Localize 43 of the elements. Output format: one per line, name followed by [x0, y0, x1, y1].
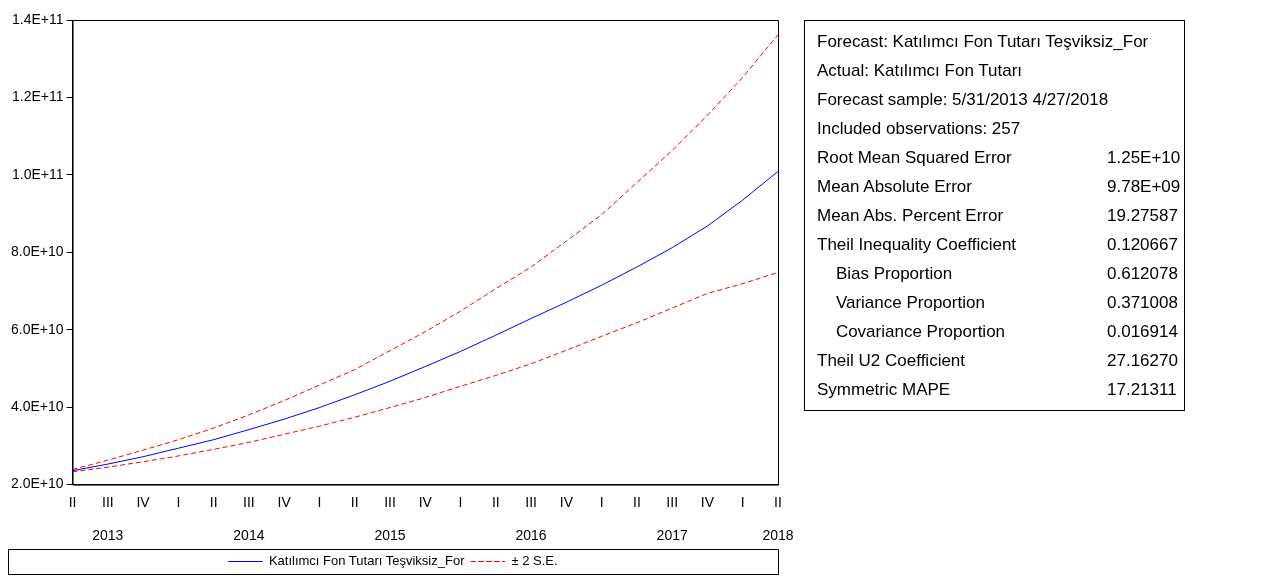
y-tick-label: 6.0E+10 [10, 320, 64, 337]
text: Forecast: Katılımcı Fon Tutarı Teşviksiz_For [817, 31, 1149, 53]
category-label: III 2016 [515, 493, 547, 544]
legend-label: ± 2 S.E. [511, 553, 558, 569]
x-tick-label: IV [700, 493, 715, 510]
y-tick-label: 1.0E+11 [12, 165, 64, 182]
text: Theil U2 Coefficient 27.16270 [817, 351, 1178, 370]
x-tick-label: II [491, 493, 500, 510]
x-tick-label: IV [277, 493, 292, 510]
y-tick-label: 4.0E+10 [10, 398, 64, 415]
x-tick-label: IV [136, 493, 151, 510]
text: Actual: Katılımcı Fon Tutarı [817, 60, 1023, 82]
category-label: III 2014 [233, 493, 265, 544]
x-tick-label: I [317, 493, 322, 510]
x-tick-label: IV [418, 493, 433, 510]
x-tick-label: II [209, 493, 218, 510]
x-tick-label: II [350, 493, 359, 510]
text: Covariance Proportion 0.016914 [835, 322, 1178, 341]
x-tick-label: II [68, 493, 77, 510]
category-label: II 2018 [762, 493, 794, 544]
x-tick-label: II [633, 493, 641, 510]
text: Theil Inequality Coefficient 0.120667 [817, 235, 1178, 254]
text: Included observations: 257 [817, 118, 1021, 140]
text: Mean Abs. Percent Error 19.27587 [817, 206, 1178, 225]
y-tick-label: 1.2E+11 [12, 88, 64, 105]
text: Mean Absolute Error 9.78E+09 [817, 177, 1181, 196]
x-tick-label: I [740, 493, 745, 510]
y-tick-label: 1.4E+11 [12, 10, 64, 27]
text: Root Mean Squared Error 1.25E+10 [817, 148, 1181, 167]
legend-label: Katılımcı Fon Tutarı Teşviksiz_For [268, 553, 466, 569]
category-label: III 2015 [374, 493, 406, 544]
text: Forecast sample: 5/31/2013 4/27/2018 [817, 89, 1109, 111]
x-tick-label: I [176, 493, 181, 510]
x-tick-label: I [458, 493, 463, 510]
category-label: III 2013 [92, 493, 124, 544]
y-tick-label: 2.0E+10 [10, 475, 64, 492]
x-tick-label: IV [559, 493, 574, 510]
text: Variance Proportion 0.371008 [835, 293, 1178, 312]
category-label: III 2017 [656, 493, 688, 544]
text: Symmetric MAPE 17.21311 [817, 380, 1177, 399]
x-tick-label: I [599, 493, 604, 510]
text: Bias Proportion 0.612078 [835, 264, 1178, 283]
y-tick-label: 8.0E+10 [10, 243, 64, 260]
